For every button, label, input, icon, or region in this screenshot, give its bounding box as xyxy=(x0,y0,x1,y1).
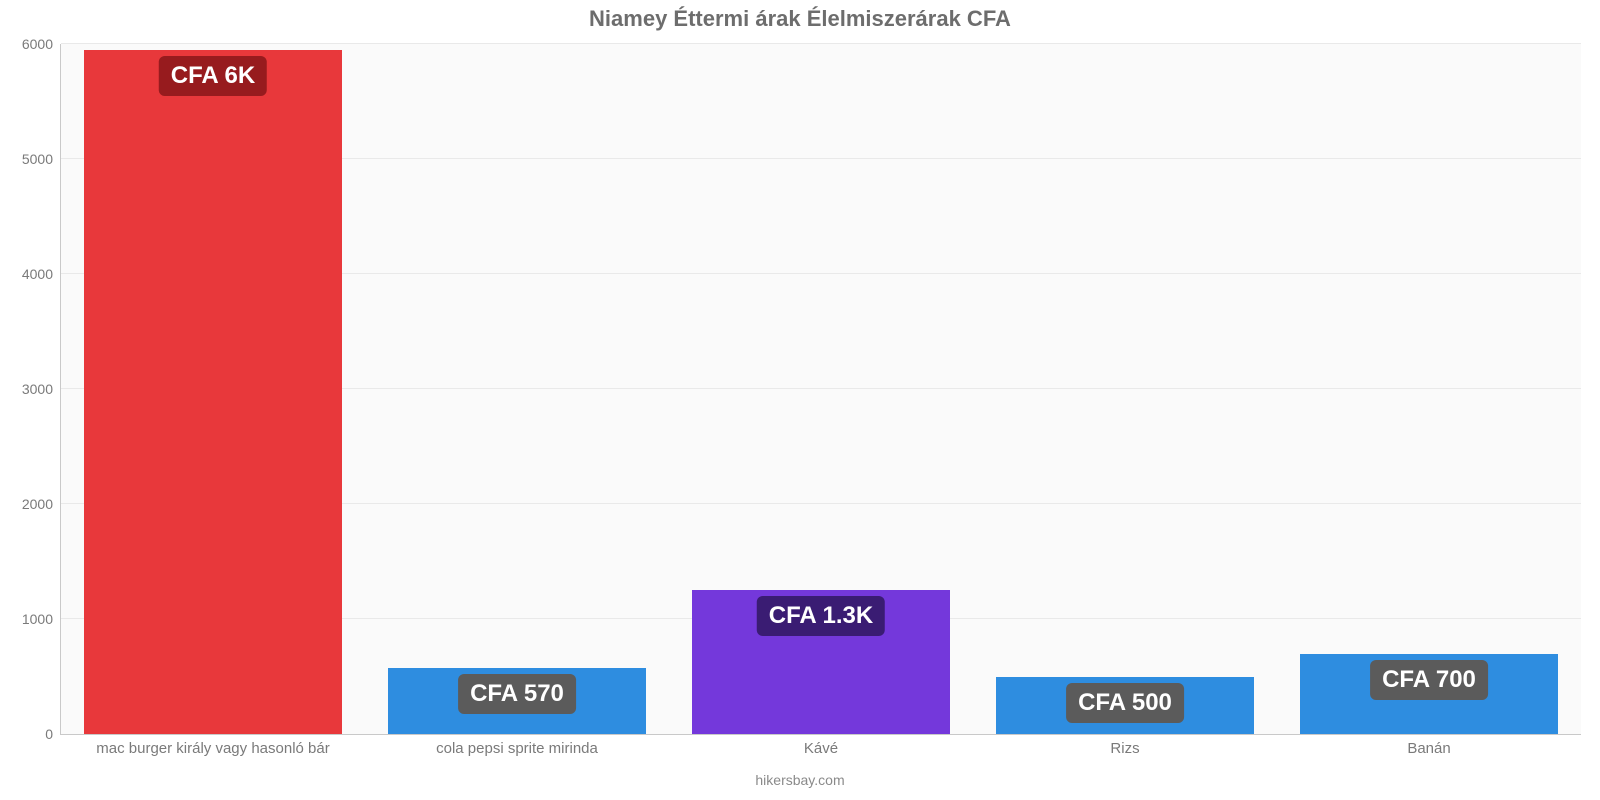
y-tick-label: 4000 xyxy=(22,266,53,282)
bar: CFA 1.3K xyxy=(692,590,950,734)
bar: CFA 500 xyxy=(996,677,1254,735)
value-badge: CFA 570 xyxy=(458,674,576,714)
y-tick-label: 1000 xyxy=(22,611,53,627)
y-tick-label: 2000 xyxy=(22,496,53,512)
y-tick-label: 3000 xyxy=(22,381,53,397)
plot-area: 0100020003000400050006000CFA 6Kmac burge… xyxy=(60,44,1581,735)
value-badge: CFA 1.3K xyxy=(757,596,885,636)
category-label: Rizs xyxy=(973,740,1277,757)
chart-title: Niamey Éttermi árak Élelmiszerárak CFA xyxy=(0,6,1600,32)
category-label: cola pepsi sprite mirinda xyxy=(365,740,669,757)
value-badge: CFA 6K xyxy=(159,56,267,96)
bar: CFA 570 xyxy=(388,668,646,734)
category-label: Banán xyxy=(1277,740,1581,757)
value-badge: CFA 500 xyxy=(1066,683,1184,723)
bar: CFA 6K xyxy=(84,50,342,734)
bar: CFA 700 xyxy=(1300,654,1558,735)
category-label: mac burger király vagy hasonló bár xyxy=(61,740,365,757)
category-label: Kávé xyxy=(669,740,973,757)
y-tick-label: 5000 xyxy=(22,151,53,167)
y-tick-label: 0 xyxy=(45,726,53,742)
grid-line xyxy=(61,43,1581,44)
chart-container: Niamey Éttermi árak Élelmiszerárak CFA 0… xyxy=(0,0,1600,800)
y-tick-label: 6000 xyxy=(22,36,53,52)
attribution-text: hikersbay.com xyxy=(0,772,1600,788)
value-badge: CFA 700 xyxy=(1370,660,1488,700)
